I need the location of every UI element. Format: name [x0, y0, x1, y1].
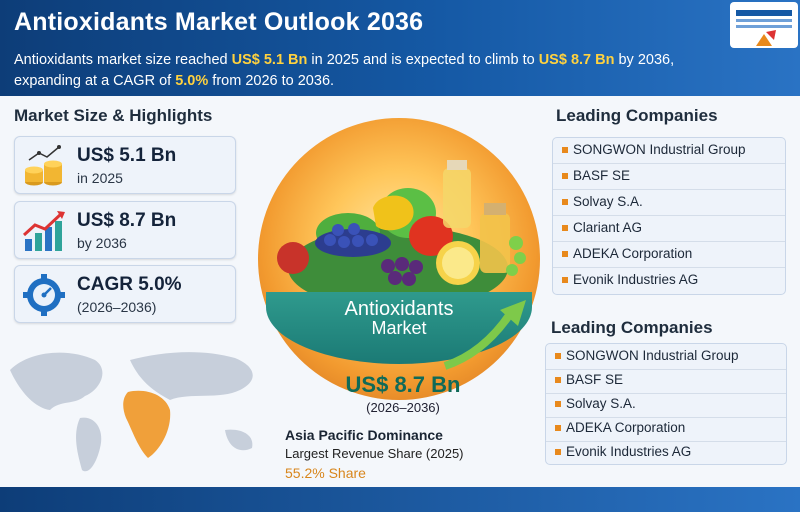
bullet-icon: [555, 401, 561, 407]
list-item: Solvay S.A.: [553, 190, 785, 216]
subtitle-value-2025: US$ 5.1 Bn: [231, 52, 308, 68]
gear-gauge-icon: [21, 273, 67, 317]
highlight-card-cagr: CAGR 5.0% (2026–2036): [14, 265, 236, 323]
highlight-value: US$ 8.7 Bn: [77, 210, 177, 231]
coins-icon: [21, 144, 67, 188]
subtitle-value-2036: US$ 8.7 Bn: [538, 52, 615, 68]
companies-bottom-title: Leading Companies: [551, 318, 713, 337]
page-subtitle: Antioxidants market size reached US$ 5.1…: [14, 52, 675, 89]
growth-arrow-icon: [443, 300, 526, 370]
highlight-card-2036: US$ 8.7 Bn by 2036: [14, 201, 236, 259]
list-item: ADEKA Corporation: [553, 242, 785, 268]
list-item: Evonik Industries AG: [553, 268, 785, 294]
list-item: BASF SE: [553, 164, 785, 190]
bullet-icon: [562, 199, 568, 205]
footer-bar: [0, 487, 800, 512]
bullet-icon: [562, 277, 568, 283]
brand-logo: [730, 2, 798, 48]
highlight-label: by 2036: [77, 235, 127, 251]
bullet-icon: [562, 147, 568, 153]
list-item: SONGWON Industrial Group: [553, 138, 785, 164]
growth-chart-icon: [21, 209, 67, 253]
forecast-value: US$ 8.7 Bn: [345, 372, 461, 397]
companies-top-list: SONGWON Industrial Group BASF SE Solvay …: [552, 137, 786, 295]
list-item: BASF SE: [546, 368, 786, 394]
page-title: Antioxidants Market Outlook 2036: [14, 8, 424, 36]
companies-bottom-list: SONGWON Industrial Group BASF SE Solvay …: [545, 343, 787, 465]
world-map-graphic: [0, 330, 270, 480]
asia-title: Asia Pacific Dominance: [285, 427, 443, 443]
list-item: Clariant AG: [553, 216, 785, 242]
highlight-label: (2026–2036): [77, 299, 157, 315]
band-line-1: Antioxidants: [344, 298, 454, 320]
highlight-label: in 2025: [77, 170, 123, 186]
bullet-icon: [555, 449, 561, 455]
subtitle-cagr: 5.0%: [175, 73, 209, 89]
band-line-2: Market: [371, 318, 427, 338]
bullet-icon: [555, 353, 561, 359]
highlight-value: CAGR 5.0%: [77, 274, 182, 295]
header-banner: [0, 0, 800, 96]
asia-subtitle: Largest Revenue Share (2025): [285, 446, 464, 461]
bullet-icon: [555, 377, 561, 383]
highlight-card-2025: US$ 5.1 Bn in 2025: [14, 136, 236, 194]
list-item: SONGWON Industrial Group: [546, 344, 786, 370]
companies-top-title: Leading Companies: [556, 106, 718, 125]
forecast-period: (2026–2036): [366, 400, 440, 415]
highlights-section-title: Market Size & Highlights: [14, 106, 213, 125]
bullet-icon: [555, 425, 561, 431]
list-item: Evonik Industries AG: [546, 440, 786, 466]
list-item: Solvay S.A.: [546, 392, 786, 418]
asia-share: 55.2% Share: [285, 465, 366, 481]
highlight-value: US$ 5.1 Bn: [77, 145, 177, 166]
bullet-icon: [562, 251, 568, 257]
bullet-icon: [562, 225, 568, 231]
bullet-icon: [562, 173, 568, 179]
list-item: ADEKA Corporation: [546, 416, 786, 442]
